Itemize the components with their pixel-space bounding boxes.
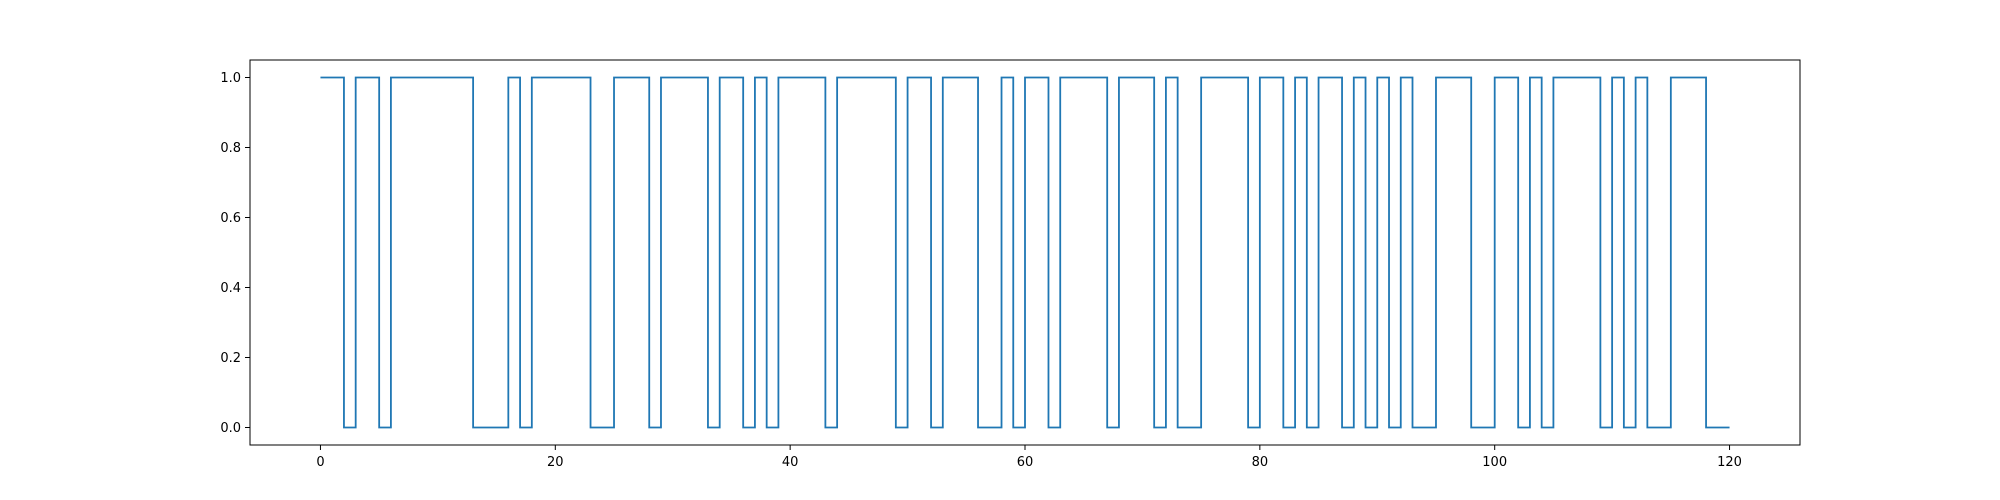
y-tick-label: 1.0 <box>220 71 241 86</box>
x-tick-label: 40 <box>782 455 799 470</box>
x-tick-label: 80 <box>1252 455 1269 470</box>
x-tick-label: 120 <box>1717 455 1742 470</box>
y-tick-label: 0.0 <box>220 421 241 436</box>
plot-area <box>320 76 1730 429</box>
x-tick-label: 20 <box>547 455 564 470</box>
y-axis: 0.0 0.2 0.4 0.6 0.8 1.0 <box>220 71 250 436</box>
y-tick-label: 0.2 <box>220 351 241 366</box>
y-tick-label: 0.6 <box>220 211 241 226</box>
x-tick-label: 60 <box>1017 455 1034 470</box>
series-line-0 <box>320 76 1730 429</box>
y-tick-label: 0.8 <box>220 141 241 156</box>
x-tick-label: 100 <box>1482 455 1507 470</box>
x-axis: 0 20 40 60 80 100 120 <box>316 445 1742 470</box>
y-tick-label: 0.4 <box>220 281 241 296</box>
x-tick-label: 0 <box>316 455 324 470</box>
